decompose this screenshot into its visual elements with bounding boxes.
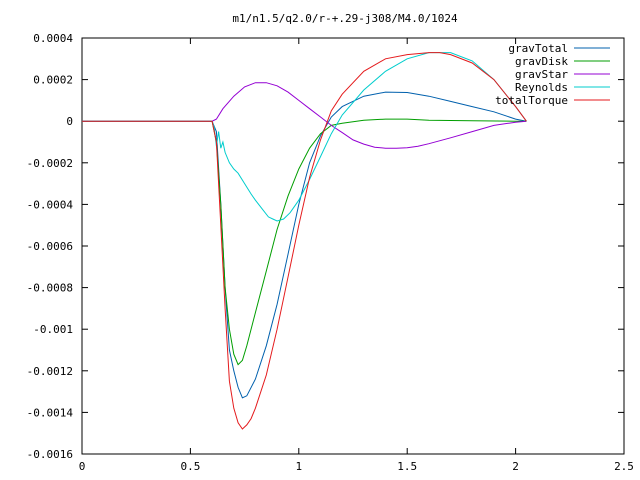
legend: gravTotalgravDiskgravStarReynoldstotalTo…: [495, 42, 610, 107]
y-tick-label: 0: [66, 115, 73, 128]
series-line-gravDisk: [82, 118, 527, 366]
y-tick-label: 0.0002: [33, 74, 73, 87]
y-tick-label: -0.0008: [27, 282, 73, 295]
x-tick-label: 1.5: [397, 460, 417, 473]
series-line-Reynolds: [82, 52, 527, 222]
legend-label-gravDisk: gravDisk: [515, 55, 568, 68]
legend-label-totalTorque: totalTorque: [495, 94, 568, 107]
legend-label-gravTotal: gravTotal: [508, 42, 568, 55]
y-tick-label: -0.0012: [27, 365, 73, 378]
y-tick-label: -0.0014: [27, 406, 74, 419]
series-line-gravStar: [82, 82, 527, 149]
series-group: [82, 52, 527, 430]
chart-title: m1/n1.5/q2.0/r-+.29-j308/M4.0/1024: [232, 12, 458, 25]
y-tick-label: -0.001: [33, 323, 73, 336]
x-tick-label: 2.5: [614, 460, 634, 473]
x-tick-label: 0: [79, 460, 86, 473]
series-line-totalTorque: [82, 52, 527, 430]
legend-label-gravStar: gravStar: [515, 68, 568, 81]
x-tick-label: 0.5: [180, 460, 200, 473]
legend-label-Reynolds: Reynolds: [515, 81, 568, 94]
x-tick-label: 1: [295, 460, 302, 473]
y-tick-label: -0.0004: [27, 198, 74, 211]
y-tick-label: 0.0004: [33, 32, 73, 45]
y-tick-label: -0.0016: [27, 448, 73, 461]
axis-ticks: 0.0004 0.0002 0 -0.0002 -0.0004 -0.0006 -0.000…: [27, 32, 634, 473]
x-tick-label: 2: [512, 460, 519, 473]
series-line-gravTotal: [82, 91, 527, 399]
y-tick-label: -0.0002: [27, 157, 73, 170]
y-tick-label: -0.0006: [27, 240, 73, 253]
